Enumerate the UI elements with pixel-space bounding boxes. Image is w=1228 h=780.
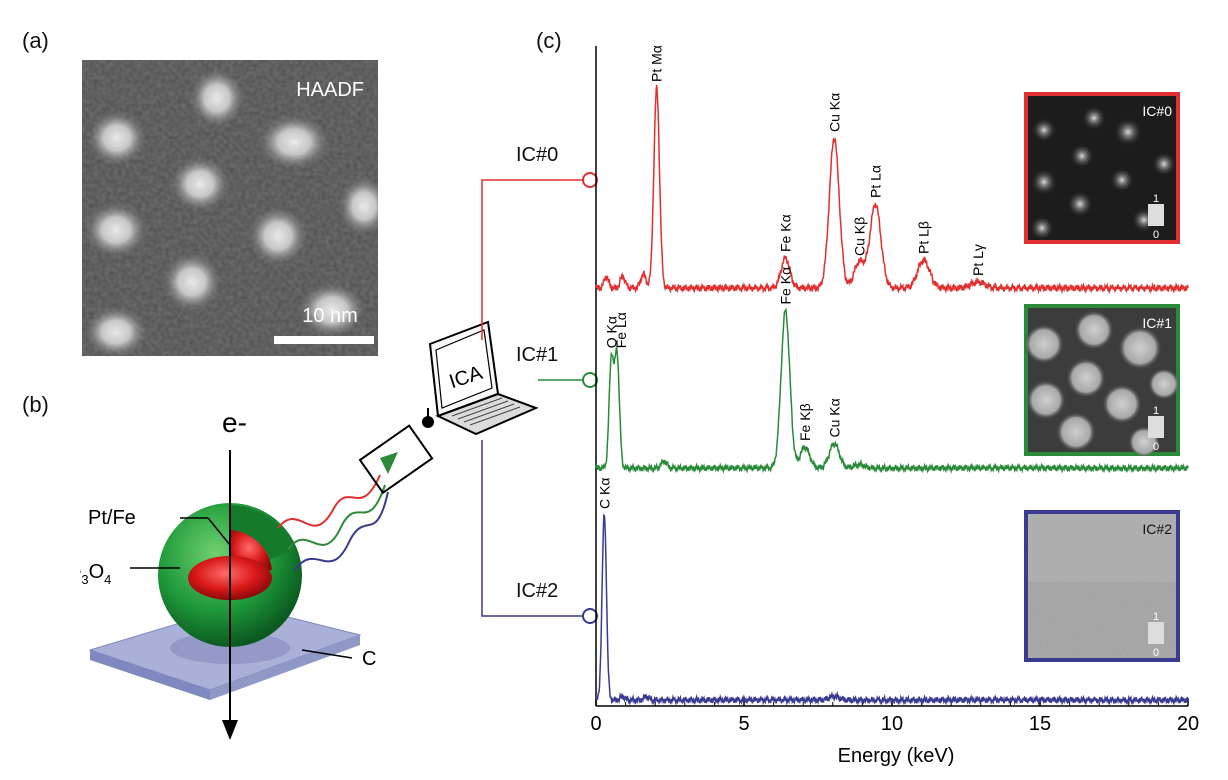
peak-label-9: Fe Kα [777,267,793,305]
svg-text:1: 1 [1153,611,1159,623]
svg-text:1: 1 [1153,405,1159,417]
x-tick-label-2: 10 [881,713,903,735]
colorbar-1 [1148,416,1164,438]
peak-label-6: Pt Lγ [970,244,986,276]
peak-label-1: Fe Kα [777,214,793,252]
svg-text:0: 0 [1153,441,1159,453]
x-tick-label-4: 20 [1177,713,1199,735]
scale-bar [274,336,374,344]
component-connectors [481,172,598,624]
peak-label-8: Fe Lα [613,312,629,348]
svg-text:0: 0 [1153,647,1159,659]
peak-label-0: Pt Mα [649,45,665,82]
map-label-1: IC#1 [1142,315,1172,331]
map-ic1: IC#1 1 0 [1024,304,1180,458]
peak-label-12: C Kα [596,478,612,509]
map-ic2: IC#2 1 0 [1024,510,1180,662]
peak-label-10: Fe Kβ [797,403,813,441]
colorbar-2 [1148,622,1164,644]
component-label-0: IC#0 [516,144,559,166]
spectrum-2 [595,513,1189,706]
xray-detector [358,424,434,495]
component-label-1: IC#1 [516,344,559,366]
laptop-icon: ICA [428,320,539,436]
chart-series [595,84,1189,706]
peak-label-2: Cu Kα [826,93,842,132]
panel-label-a: (a) [22,28,49,53]
x-tick-label-3: 15 [1029,713,1051,735]
electron-label: e- [222,407,247,438]
x-axis-label: Energy (keV) [838,745,955,767]
spectrum-0 [595,84,1189,295]
peak-label-11: Cu Kα [826,398,842,437]
peak-label-4: Pt Lα [867,165,883,198]
beam-arrow-icon [222,720,238,740]
colorbar-0 [1148,204,1164,226]
peak-label-5: Pt Lβ [916,221,932,254]
haadf-image: HAADF 10 nm [82,60,378,356]
scale-bar-label: 10 nm [302,305,358,327]
panel-label-b: (b) [22,392,49,417]
map-ic0: IC#0 1 0 [1024,92,1180,244]
haadf-label: HAADF [296,79,364,101]
x-tick-label-0: 0 [590,713,601,735]
substrate-label: C [362,648,376,670]
chart-axes: 0 5 10 15 20 [590,46,1199,735]
spectrum-1 [595,307,1189,474]
svg-text:0: 0 [1153,229,1159,241]
component-label-2: IC#2 [516,580,559,602]
peak-label-3: Cu Kβ [851,217,867,256]
x-tick-label-1: 5 [738,713,749,735]
core-label: Pt/Fe [88,507,136,529]
svg-text:1: 1 [1153,193,1159,205]
map-label-2: IC#2 [1142,521,1172,537]
panel-label-c: (c) [536,28,562,53]
peak-label-7: O Kα [603,316,619,348]
map-label-0: IC#0 [1142,103,1172,119]
